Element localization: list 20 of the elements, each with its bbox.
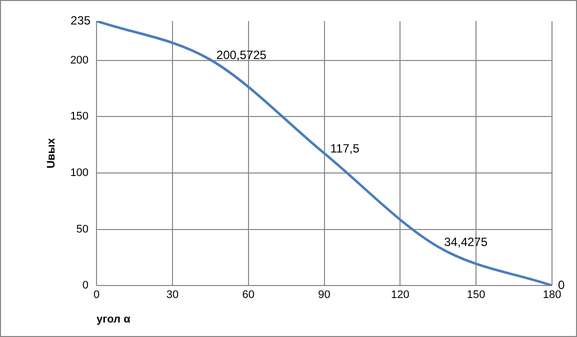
y-axis-title: Uвых xyxy=(46,137,58,168)
x-tick-label: 90 xyxy=(318,289,330,302)
y-tick-label: 200 xyxy=(70,54,89,66)
data-label: 200,5725 xyxy=(216,48,267,62)
x-tick-label: 0 xyxy=(93,289,100,302)
x-tick-label: 60 xyxy=(242,289,254,302)
data-label: 117,5 xyxy=(330,142,360,156)
y-tick-label: 50 xyxy=(76,223,89,236)
x-tick-label: 120 xyxy=(391,289,410,302)
line-series xyxy=(96,21,552,286)
data-label: 0 xyxy=(558,278,565,292)
data-label: 235 xyxy=(70,13,91,28)
y-tick-label: 100 xyxy=(70,167,89,180)
x-tick-label: 180 xyxy=(542,289,562,302)
y-tick-label: 150 xyxy=(70,110,89,123)
x-tick-label: 150 xyxy=(466,289,486,302)
x-tick-label: 30 xyxy=(166,289,179,302)
x-axis-title: угол α xyxy=(96,313,131,326)
data-label: 34,4275 xyxy=(444,235,488,250)
y-tick-label: 0 xyxy=(82,280,89,292)
